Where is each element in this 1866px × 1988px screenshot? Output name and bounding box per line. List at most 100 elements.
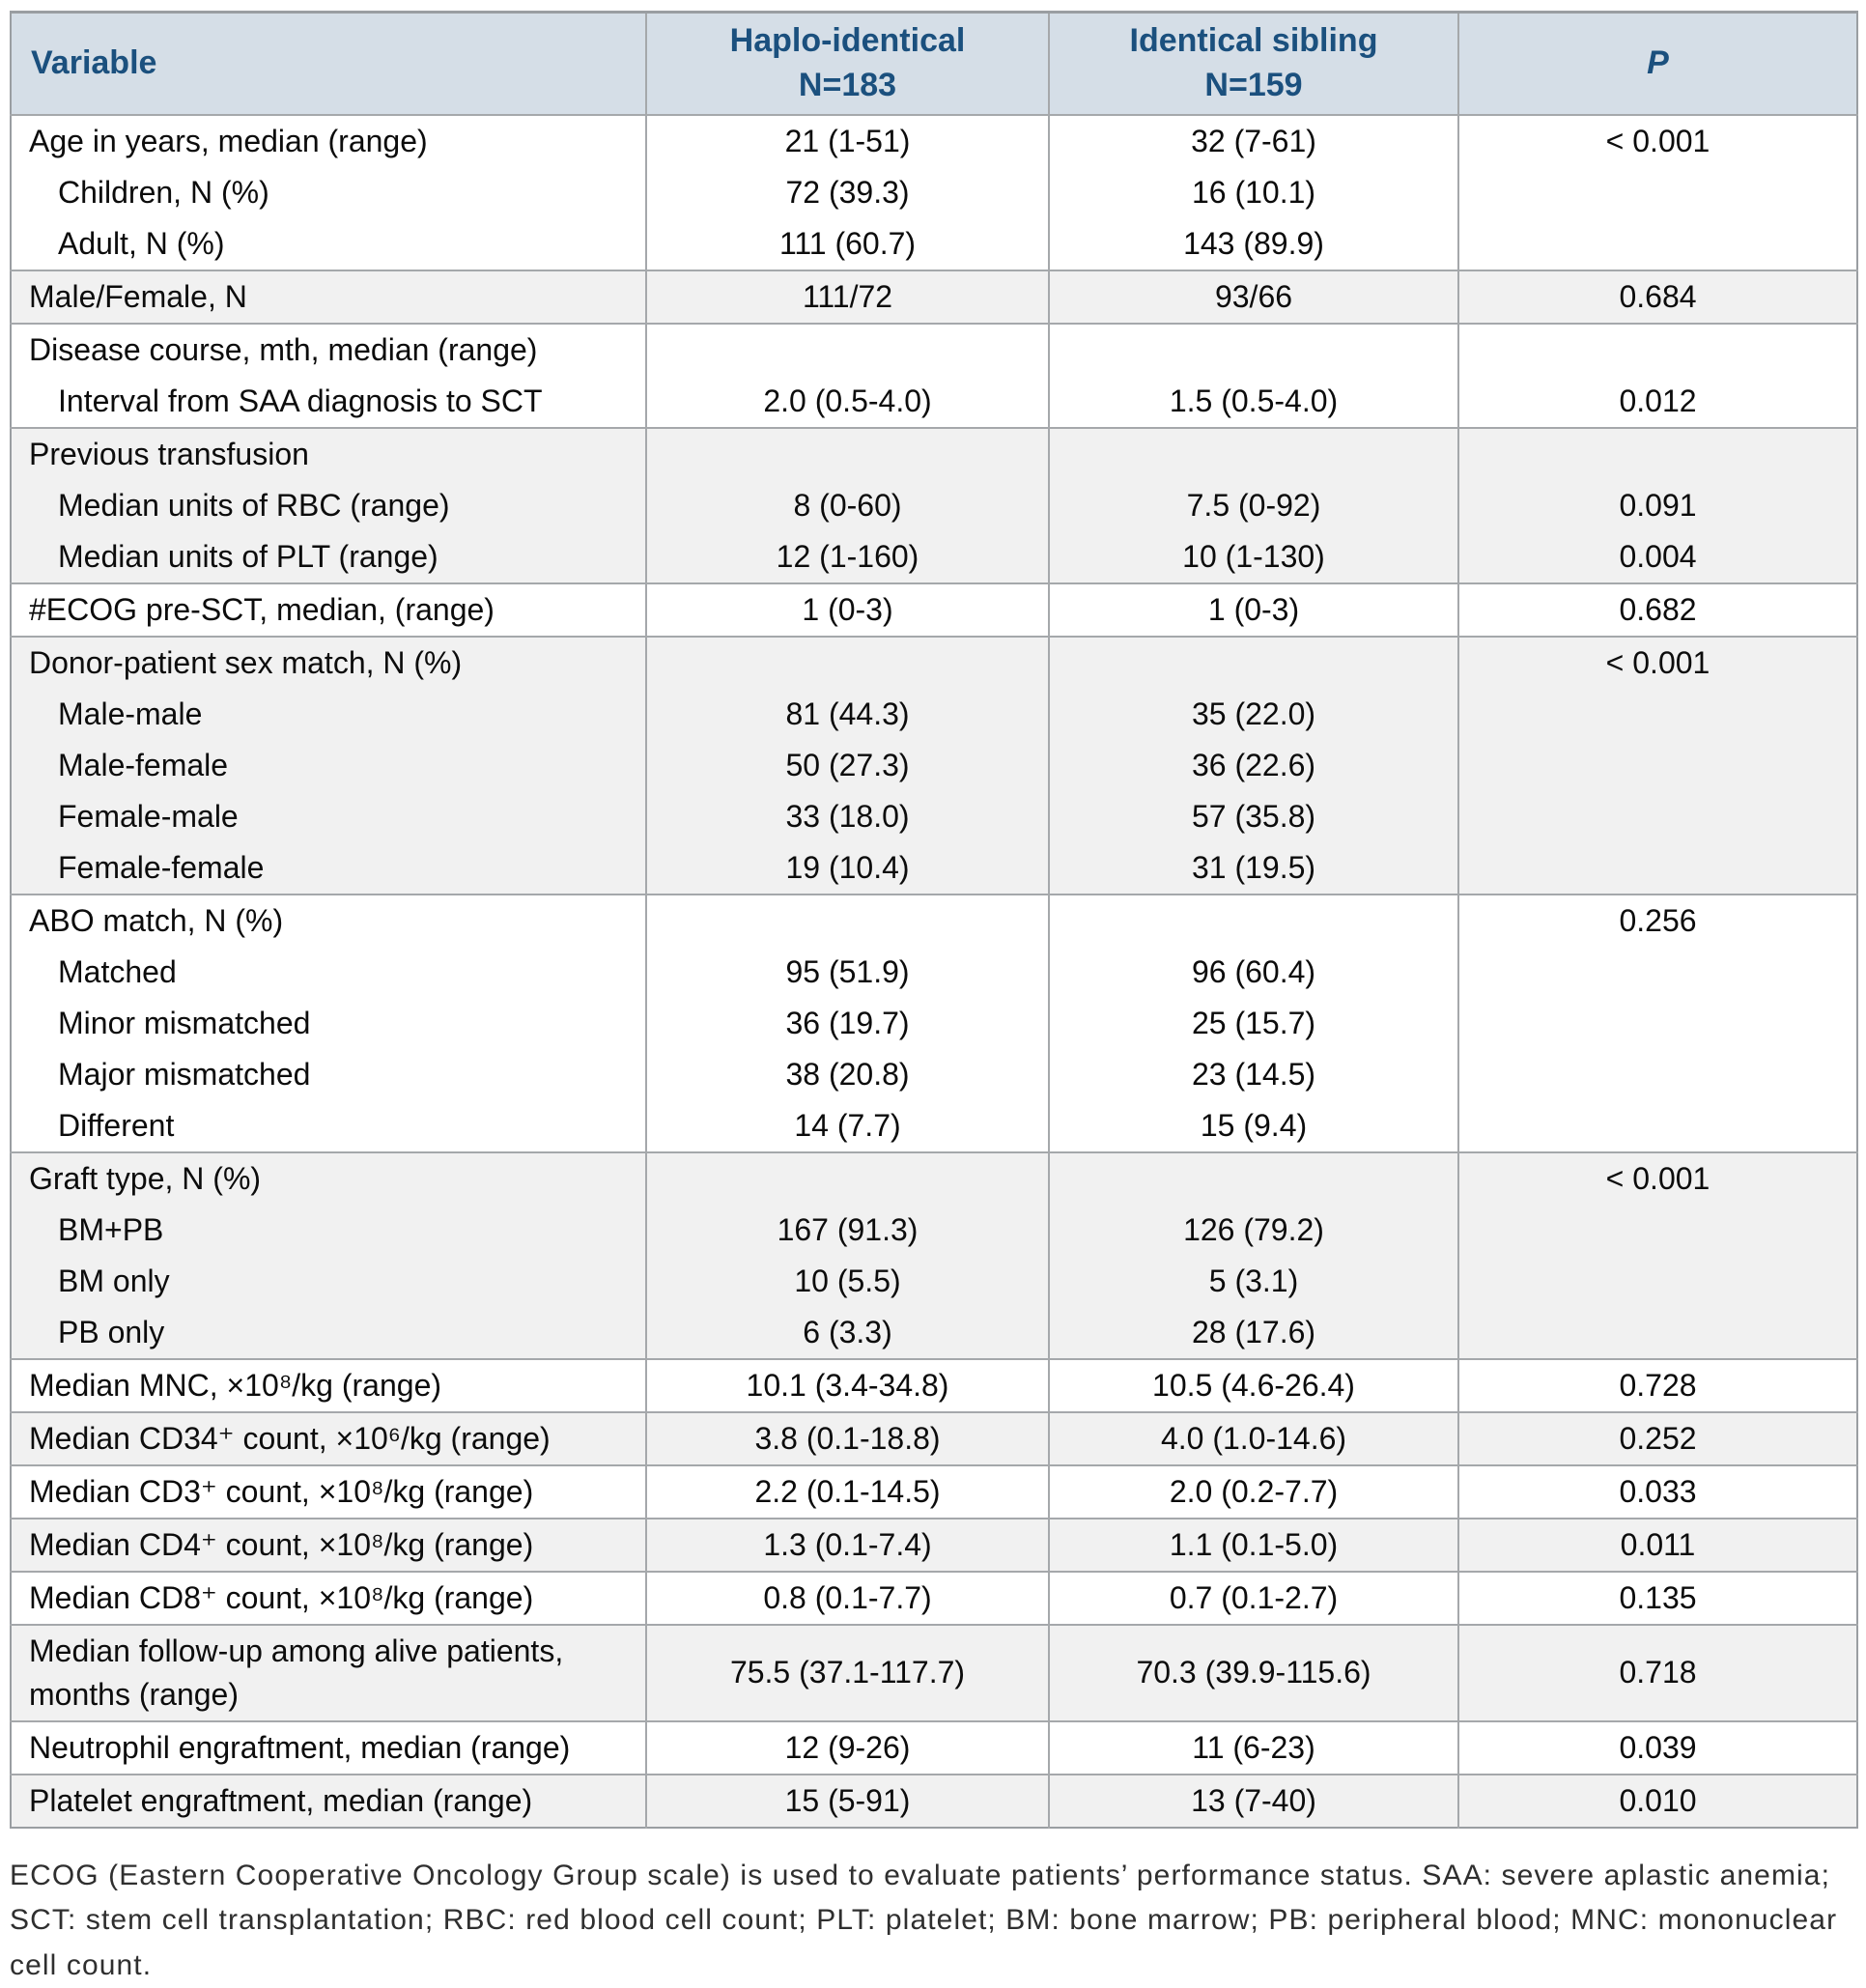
haplo-value: 167 (91.3) bbox=[645, 1204, 1049, 1256]
sibling-value: 143 (89.9) bbox=[1048, 217, 1458, 270]
haplo-value: 33 (18.0) bbox=[645, 790, 1049, 842]
p-value: 0.682 bbox=[1457, 582, 1857, 637]
haplo-value bbox=[645, 893, 1049, 947]
table-row: Adult, N (%) 111 (60.7) 143 (89.9) bbox=[11, 217, 1857, 270]
table-row: Median CD34⁺ count, ×10⁶/kg (range) 3.8 (… bbox=[11, 1410, 1857, 1465]
header-row: Variable Haplo-identical N=183 Identical… bbox=[11, 12, 1857, 116]
haplo-value: 12 (9-26) bbox=[645, 1719, 1049, 1775]
row-label: Median CD34⁺ count, ×10⁶/kg (range) bbox=[11, 1410, 646, 1465]
sibling-value: 13 (7-40) bbox=[1048, 1773, 1458, 1828]
sibling-value: 96 (60.4) bbox=[1048, 946, 1458, 998]
table-row: Male-female 50 (27.3) 36 (22.6) bbox=[11, 739, 1857, 791]
row-label: Male/Female, N bbox=[11, 269, 646, 324]
sibling-value: 31 (19.5) bbox=[1048, 841, 1458, 895]
sibling-value: 70.3 (39.9-115.6) bbox=[1048, 1623, 1458, 1721]
haplo-value: 2.2 (0.1-14.5) bbox=[645, 1463, 1049, 1519]
haplo-value: 50 (27.3) bbox=[645, 739, 1049, 791]
row-label: Graft type, N (%) bbox=[11, 1150, 646, 1205]
sibling-value: 0.7 (0.1-2.7) bbox=[1048, 1570, 1458, 1625]
sibling-value bbox=[1048, 635, 1458, 689]
haplo-value: 15 (5-91) bbox=[645, 1773, 1049, 1828]
p-value: 0.728 bbox=[1457, 1357, 1857, 1412]
p-value bbox=[1457, 1306, 1857, 1359]
haplo-value: 6 (3.3) bbox=[645, 1306, 1049, 1359]
sibling-value: 126 (79.2) bbox=[1048, 1204, 1458, 1256]
table-row: Median CD8⁺ count, ×10⁸/kg (range) 0.8 (0… bbox=[11, 1570, 1857, 1625]
row-label: Female-female bbox=[11, 841, 646, 895]
sibling-value: 32 (7-61) bbox=[1048, 113, 1458, 167]
p-value bbox=[1457, 322, 1857, 376]
table-row: ABO match, N (%) 0.256 bbox=[11, 893, 1857, 947]
table-row: PB only 6 (3.3) 28 (17.6) bbox=[11, 1306, 1857, 1359]
row-label: Median follow-up among alive patients, m… bbox=[11, 1623, 646, 1721]
p-value: 0.718 bbox=[1457, 1623, 1857, 1721]
haplo-value bbox=[645, 322, 1049, 376]
p-value: 0.091 bbox=[1457, 479, 1857, 531]
sibling-value: 5 (3.1) bbox=[1048, 1255, 1458, 1307]
haplo-value: 1 (0-3) bbox=[645, 582, 1049, 637]
p-value bbox=[1457, 790, 1857, 842]
haplo-value: 10.1 (3.4-34.8) bbox=[645, 1357, 1049, 1412]
table-row: BM only 10 (5.5) 5 (3.1) bbox=[11, 1255, 1857, 1307]
haplo-value: 14 (7.7) bbox=[645, 1099, 1049, 1152]
patient-characteristics-table: Variable Haplo-identical N=183 Identical… bbox=[10, 11, 1858, 1829]
table-row: Median follow-up among alive patients, m… bbox=[11, 1623, 1857, 1721]
sibling-value: 7.5 (0-92) bbox=[1048, 479, 1458, 531]
p-value bbox=[1457, 426, 1857, 480]
p-value bbox=[1457, 739, 1857, 791]
p-value bbox=[1457, 946, 1857, 998]
row-label: Minor mismatched bbox=[58, 1005, 311, 1040]
haplo-value: 8 (0-60) bbox=[645, 479, 1049, 531]
column-header-sibling: Identical sibling N=159 bbox=[1048, 12, 1458, 116]
p-value bbox=[1457, 1204, 1857, 1256]
table-row: Neutrophil engraftment, median (range) 12… bbox=[11, 1719, 1857, 1775]
p-value: 0.004 bbox=[1457, 530, 1857, 583]
column-header-label: Haplo-identical bbox=[729, 22, 966, 59]
haplo-value: 75.5 (37.1-117.7) bbox=[645, 1623, 1049, 1721]
sibling-value: 10 (1-130) bbox=[1048, 530, 1458, 583]
haplo-value bbox=[645, 1150, 1049, 1205]
sibling-value bbox=[1048, 1150, 1458, 1205]
row-label: Median units of RBC (range) bbox=[11, 479, 646, 531]
sibling-value: 2.0 (0.2-7.7) bbox=[1048, 1463, 1458, 1519]
sibling-value: 1 (0-3) bbox=[1048, 582, 1458, 637]
p-value: 0.010 bbox=[1457, 1773, 1857, 1828]
haplo-value: 2.0 (0.5-4.0) bbox=[645, 375, 1049, 428]
table-row: Median MNC, ×10⁸/kg (range) 10.1 (3.4-34.… bbox=[11, 1357, 1857, 1412]
row-label: Interval from SAA diagnosis to SCT bbox=[58, 383, 543, 418]
p-value: 0.135 bbox=[1457, 1570, 1857, 1625]
p-value: < 0.001 bbox=[1457, 1150, 1857, 1205]
row-label: Male-female bbox=[11, 739, 646, 791]
haplo-value bbox=[645, 635, 1049, 689]
sibling-value bbox=[1048, 322, 1458, 376]
sibling-value bbox=[1048, 893, 1458, 947]
p-value bbox=[1457, 841, 1857, 895]
p-value bbox=[1457, 997, 1857, 1049]
sibling-value: 35 (22.0) bbox=[1048, 688, 1458, 740]
table-row: Platelet engraftment, median (range) 15 (… bbox=[11, 1773, 1857, 1828]
sibling-value: 16 (10.1) bbox=[1048, 166, 1458, 218]
p-value bbox=[1457, 688, 1857, 740]
row-label: Median CD4⁺ count, ×10⁸/kg (range) bbox=[11, 1517, 646, 1572]
column-header-sublabel: N=183 bbox=[798, 66, 897, 103]
table-row: Different 14 (7.7) 15 (9.4) bbox=[11, 1099, 1857, 1152]
haplo-value: 95 (51.9) bbox=[645, 946, 1049, 998]
table-row: Interval from SAA diagnosis to SCT 2.0 (0… bbox=[11, 375, 1857, 428]
table-row: Female-male 33 (18.0) 57 (35.8) bbox=[11, 790, 1857, 842]
sibling-value bbox=[1048, 426, 1458, 480]
sibling-value: 23 (14.5) bbox=[1048, 1048, 1458, 1100]
sibling-value: 36 (22.6) bbox=[1048, 739, 1458, 791]
column-header-label: P bbox=[1647, 43, 1669, 81]
sibling-value: 10.5 (4.6-26.4) bbox=[1048, 1357, 1458, 1412]
row-label: ABO match, N (%) bbox=[11, 893, 646, 947]
column-header-sublabel: N=159 bbox=[1204, 66, 1303, 103]
table-row: Donor-patient sex match, N (%) < 0.001 bbox=[11, 635, 1857, 689]
sibling-value: 4.0 (1.0-14.6) bbox=[1048, 1410, 1458, 1465]
column-header-label: Variable bbox=[31, 43, 157, 81]
p-value: 0.252 bbox=[1457, 1410, 1857, 1465]
table-row: Median units of RBC (range) 8 (0-60) 7.5 (… bbox=[11, 479, 1857, 531]
table-row: #ECOG pre-SCT, median, (range) 1 (0-3) 1 (… bbox=[11, 582, 1857, 637]
table-row: Minor mismatched 36 (19.7) 25 (15.7) bbox=[11, 997, 1857, 1049]
sibling-value: 25 (15.7) bbox=[1048, 997, 1458, 1049]
row-label: Neutrophil engraftment, median (range) bbox=[11, 1719, 646, 1775]
